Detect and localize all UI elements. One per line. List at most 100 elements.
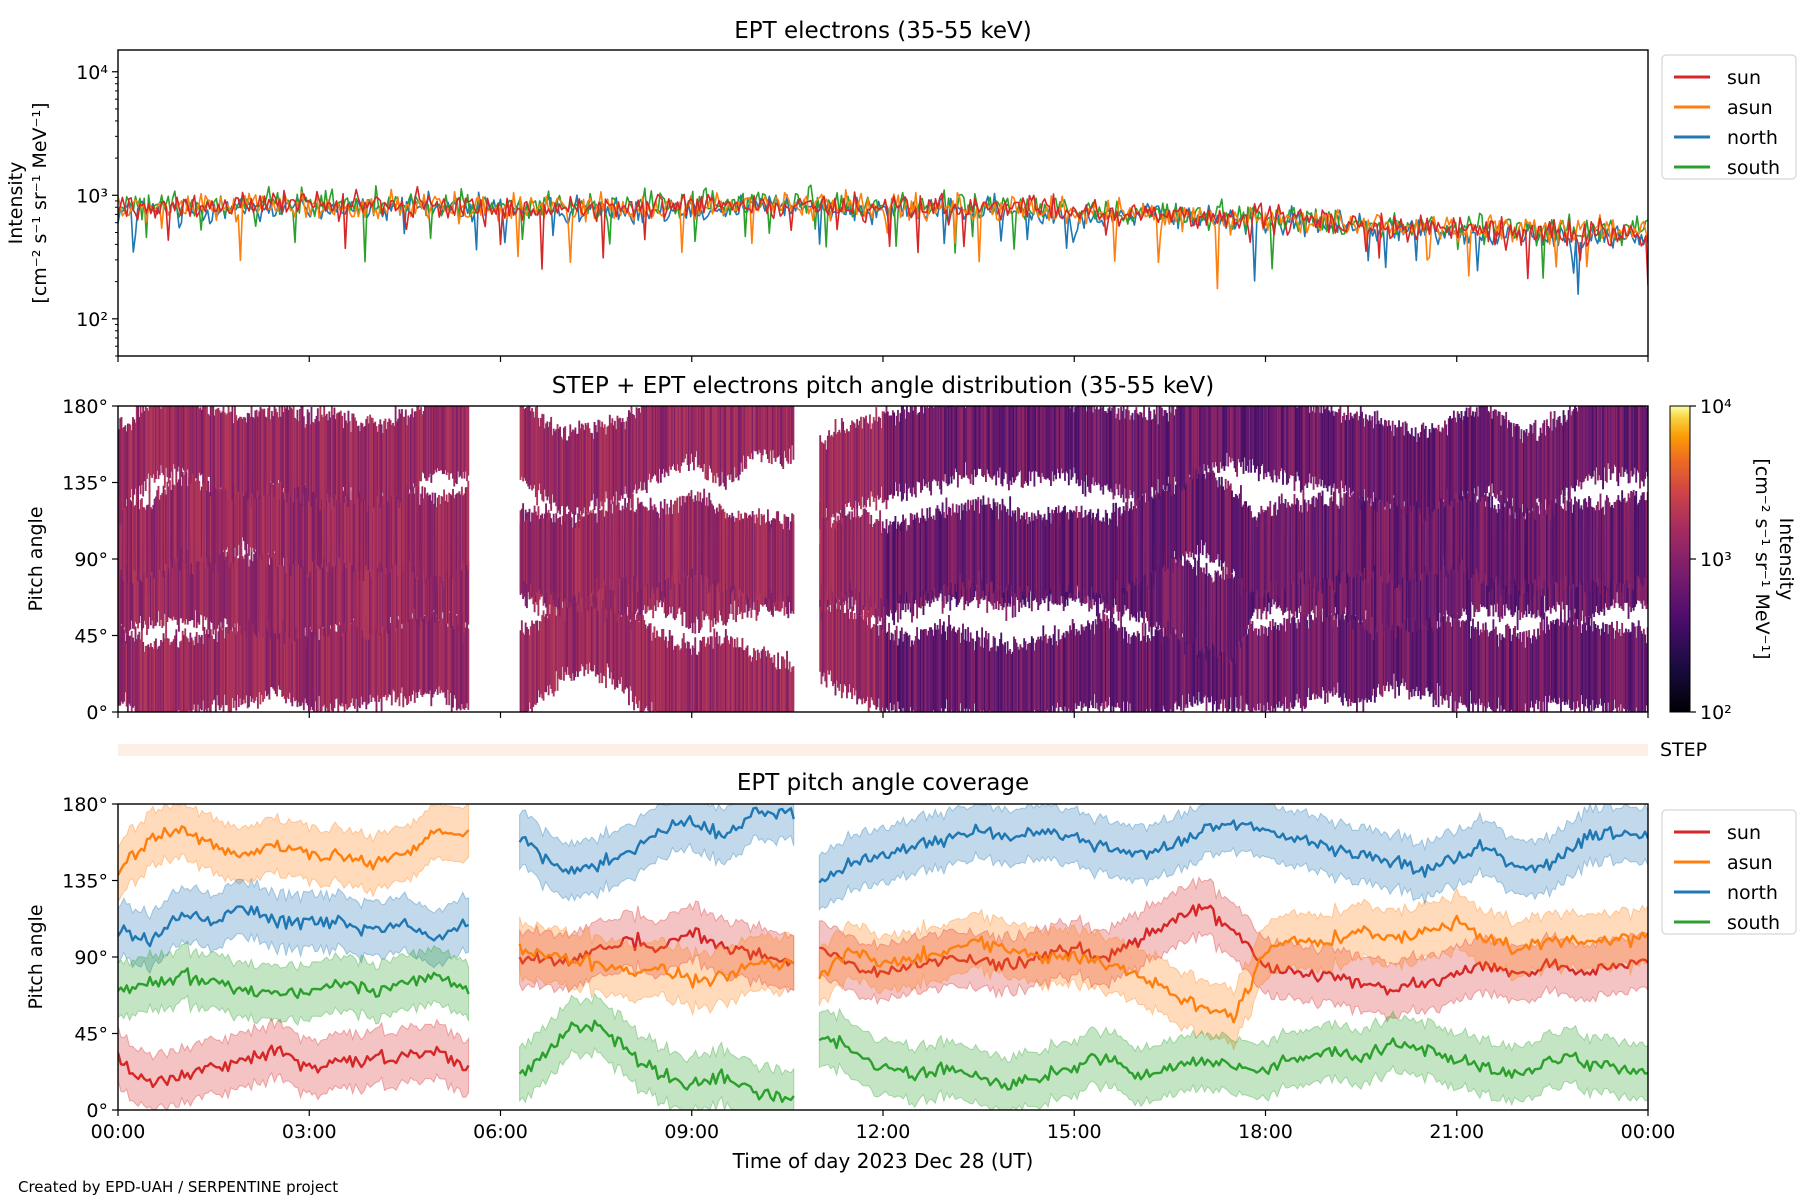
pad-heatmap-cell: [1097, 510, 1100, 604]
pad-heatmap-cell: [295, 624, 298, 701]
pad-heatmap-cell: [1455, 610, 1458, 712]
pad-heatmap-cell: [1117, 408, 1120, 496]
pad-heatmap-cell: [684, 502, 686, 572]
pad-heatmap-cell: [1271, 619, 1274, 712]
pad-heatmap-cell: [1302, 493, 1305, 591]
pad-heatmap-cell: [366, 493, 369, 571]
pad-heatmap-cell: [1126, 406, 1129, 504]
pad-heatmap-cell: [1120, 406, 1123, 498]
coverage-xtick-label: 06:00: [473, 1121, 528, 1143]
pad-heatmap-cell: [963, 406, 966, 478]
pad-heatmap-cell: [1456, 538, 1459, 614]
pad-heatmap-cell: [448, 612, 451, 706]
pad-heatmap-cell: [369, 627, 372, 695]
pad-heatmap-cell: [580, 423, 583, 516]
pad-heatmap-cell: [913, 406, 916, 495]
pad-heatmap-cell: [195, 406, 198, 479]
coverage-series-south: [118, 967, 470, 1000]
pad-heatmap-cell: [379, 547, 382, 635]
pad-heatmap-cell: [1514, 626, 1516, 712]
pad-heatmap-cell: [1227, 480, 1230, 577]
pad-heatmap-cell: [1491, 418, 1494, 484]
pad-heatmap-cell: [778, 521, 781, 601]
pad-heatmap-cell: [230, 548, 233, 630]
pad-heatmap-cell: [721, 406, 723, 472]
pad-heatmap-cell: [293, 473, 296, 577]
pad-heatmap-cell: [552, 428, 555, 503]
pad-heatmap-cell: [1051, 509, 1054, 604]
pad-heatmap-cell: [1531, 635, 1534, 708]
pad-heatmap-cell: [1566, 620, 1569, 705]
pad-heatmap-cell: [223, 412, 226, 491]
pad-heatmap-cell: [592, 438, 595, 494]
pad-heatmap-cell: [371, 496, 374, 571]
pad-heatmap-cell: [545, 423, 547, 497]
pad-heatmap-cell: [566, 514, 569, 606]
pad-heatmap-cell: [1470, 487, 1473, 578]
pad-heatmap-cell: [1243, 501, 1246, 589]
pad-heatmap-cell: [754, 406, 757, 452]
pad-heatmap-cell: [1445, 478, 1448, 577]
pad-heatmap-cell: [948, 506, 950, 594]
pad-heatmap-cell: [1549, 621, 1552, 703]
pad-heatmap-cell: [888, 415, 890, 496]
pad-heatmap-cell: [677, 645, 680, 712]
pad-heatmap-cell: [978, 513, 981, 571]
pad-heatmap-cell: [435, 616, 438, 689]
pad-heatmap-cell: [446, 406, 449, 473]
pad-heatmap-cell: [1056, 645, 1059, 703]
pad-heatmap-cell: [390, 424, 393, 497]
pad-heatmap-cell: [537, 630, 540, 691]
pad-heatmap-cell: [384, 624, 387, 695]
pad-heatmap-cell: [1130, 636, 1133, 712]
pad-heatmap-cell: [152, 406, 155, 475]
pad-heatmap-cell: [635, 614, 638, 704]
pad-heatmap-cell: [960, 503, 963, 590]
pad-heatmap-cell: [1627, 406, 1630, 484]
pad-heatmap-cell: [696, 406, 699, 468]
pad-heatmap-cell: [387, 544, 389, 634]
pad-heatmap-cell: [1533, 499, 1536, 595]
pad-heatmap-cell: [1403, 607, 1406, 687]
pad-heatmap-cell: [1064, 637, 1066, 707]
pad-heatmap-cell: [925, 520, 927, 592]
pad-heatmap-cell: [307, 560, 310, 626]
pad-heatmap-cell: [1635, 637, 1638, 708]
pad-heatmap-cell: [1358, 497, 1361, 571]
pad-heatmap-cell: [1510, 501, 1513, 595]
pad-heatmap-cell: [1037, 636, 1040, 712]
pad-heatmap-cell: [1486, 496, 1488, 586]
pad-heatmap-cell: [995, 506, 998, 588]
pad-heatmap-cell: [332, 547, 335, 627]
pad-heatmap-cell: [1480, 632, 1483, 703]
pad-heatmap-cell: [1176, 482, 1179, 560]
pad-heatmap-cell: [216, 479, 219, 567]
pad-heatmap-cell: [1158, 496, 1161, 566]
pad-heatmap-cell: [1237, 406, 1240, 459]
pad-heatmap-cell: [452, 614, 454, 708]
pad-heatmap-cell: [778, 668, 781, 712]
pad-heatmap-cell: [1210, 469, 1213, 562]
pad-heatmap-cell: [1598, 510, 1601, 578]
pad-heatmap-cell: [1519, 632, 1522, 712]
pad-heatmap-cell: [1415, 490, 1418, 582]
pad-heatmap-cell: [1055, 406, 1057, 480]
pad-heatmap-cell: [288, 406, 291, 500]
pad-heatmap-cell: [130, 430, 133, 490]
pad-heatmap-cell: [1227, 577, 1230, 657]
pad-heatmap-cell: [179, 465, 182, 571]
pad-heatmap-cell: [1378, 423, 1381, 501]
pad-heatmap-cell: [183, 531, 185, 622]
pad-heatmap-cell: [278, 552, 281, 634]
pad-heatmap-cell: [1331, 410, 1334, 488]
pad-heatmap-cell: [1299, 505, 1302, 579]
pad-heatmap-cell: [1014, 510, 1017, 594]
pad-heatmap-cell: [1000, 510, 1003, 586]
pad-heatmap-cell: [1018, 508, 1021, 598]
pad-heatmap-cell: [1354, 413, 1357, 498]
pad-heatmap-cell: [1041, 406, 1043, 474]
pad-heatmap-cell: [189, 463, 192, 574]
pad-heatmap-cell: [872, 417, 875, 502]
pad-heatmap-cell: [1140, 499, 1143, 582]
